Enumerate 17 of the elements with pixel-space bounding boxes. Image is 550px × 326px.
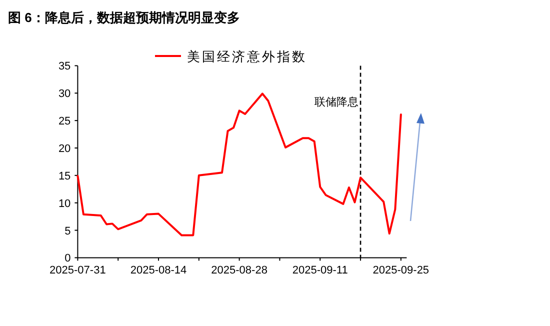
x-tick-label: 2025-07-31 bbox=[50, 264, 106, 277]
y-tick-label: 35 bbox=[58, 60, 71, 73]
x-tick-label: 2025-09-25 bbox=[372, 264, 430, 277]
y-tick-label: 30 bbox=[58, 88, 71, 100]
ref-line-label: 联储降息 bbox=[314, 96, 359, 109]
line-series bbox=[76, 92, 402, 236]
y-tick-label: 15 bbox=[58, 170, 71, 182]
y-tick-label: 5 bbox=[64, 225, 71, 238]
y-tick-label: 20 bbox=[58, 142, 71, 155]
x-tick-label: 2025-09-11 bbox=[292, 264, 348, 277]
y-tick-label: 10 bbox=[58, 198, 71, 210]
chart-title: 图 6：降息后，数据超预期情况明显变多 bbox=[8, 10, 240, 25]
x-tick-label: 2025-08-14 bbox=[130, 264, 187, 277]
x-tick-label: 2025-08-28 bbox=[211, 264, 268, 277]
legend-label: 美国经济意外指数 bbox=[187, 49, 307, 64]
y-tick-label: 25 bbox=[58, 116, 71, 128]
y-tick-label: 0 bbox=[64, 252, 71, 265]
